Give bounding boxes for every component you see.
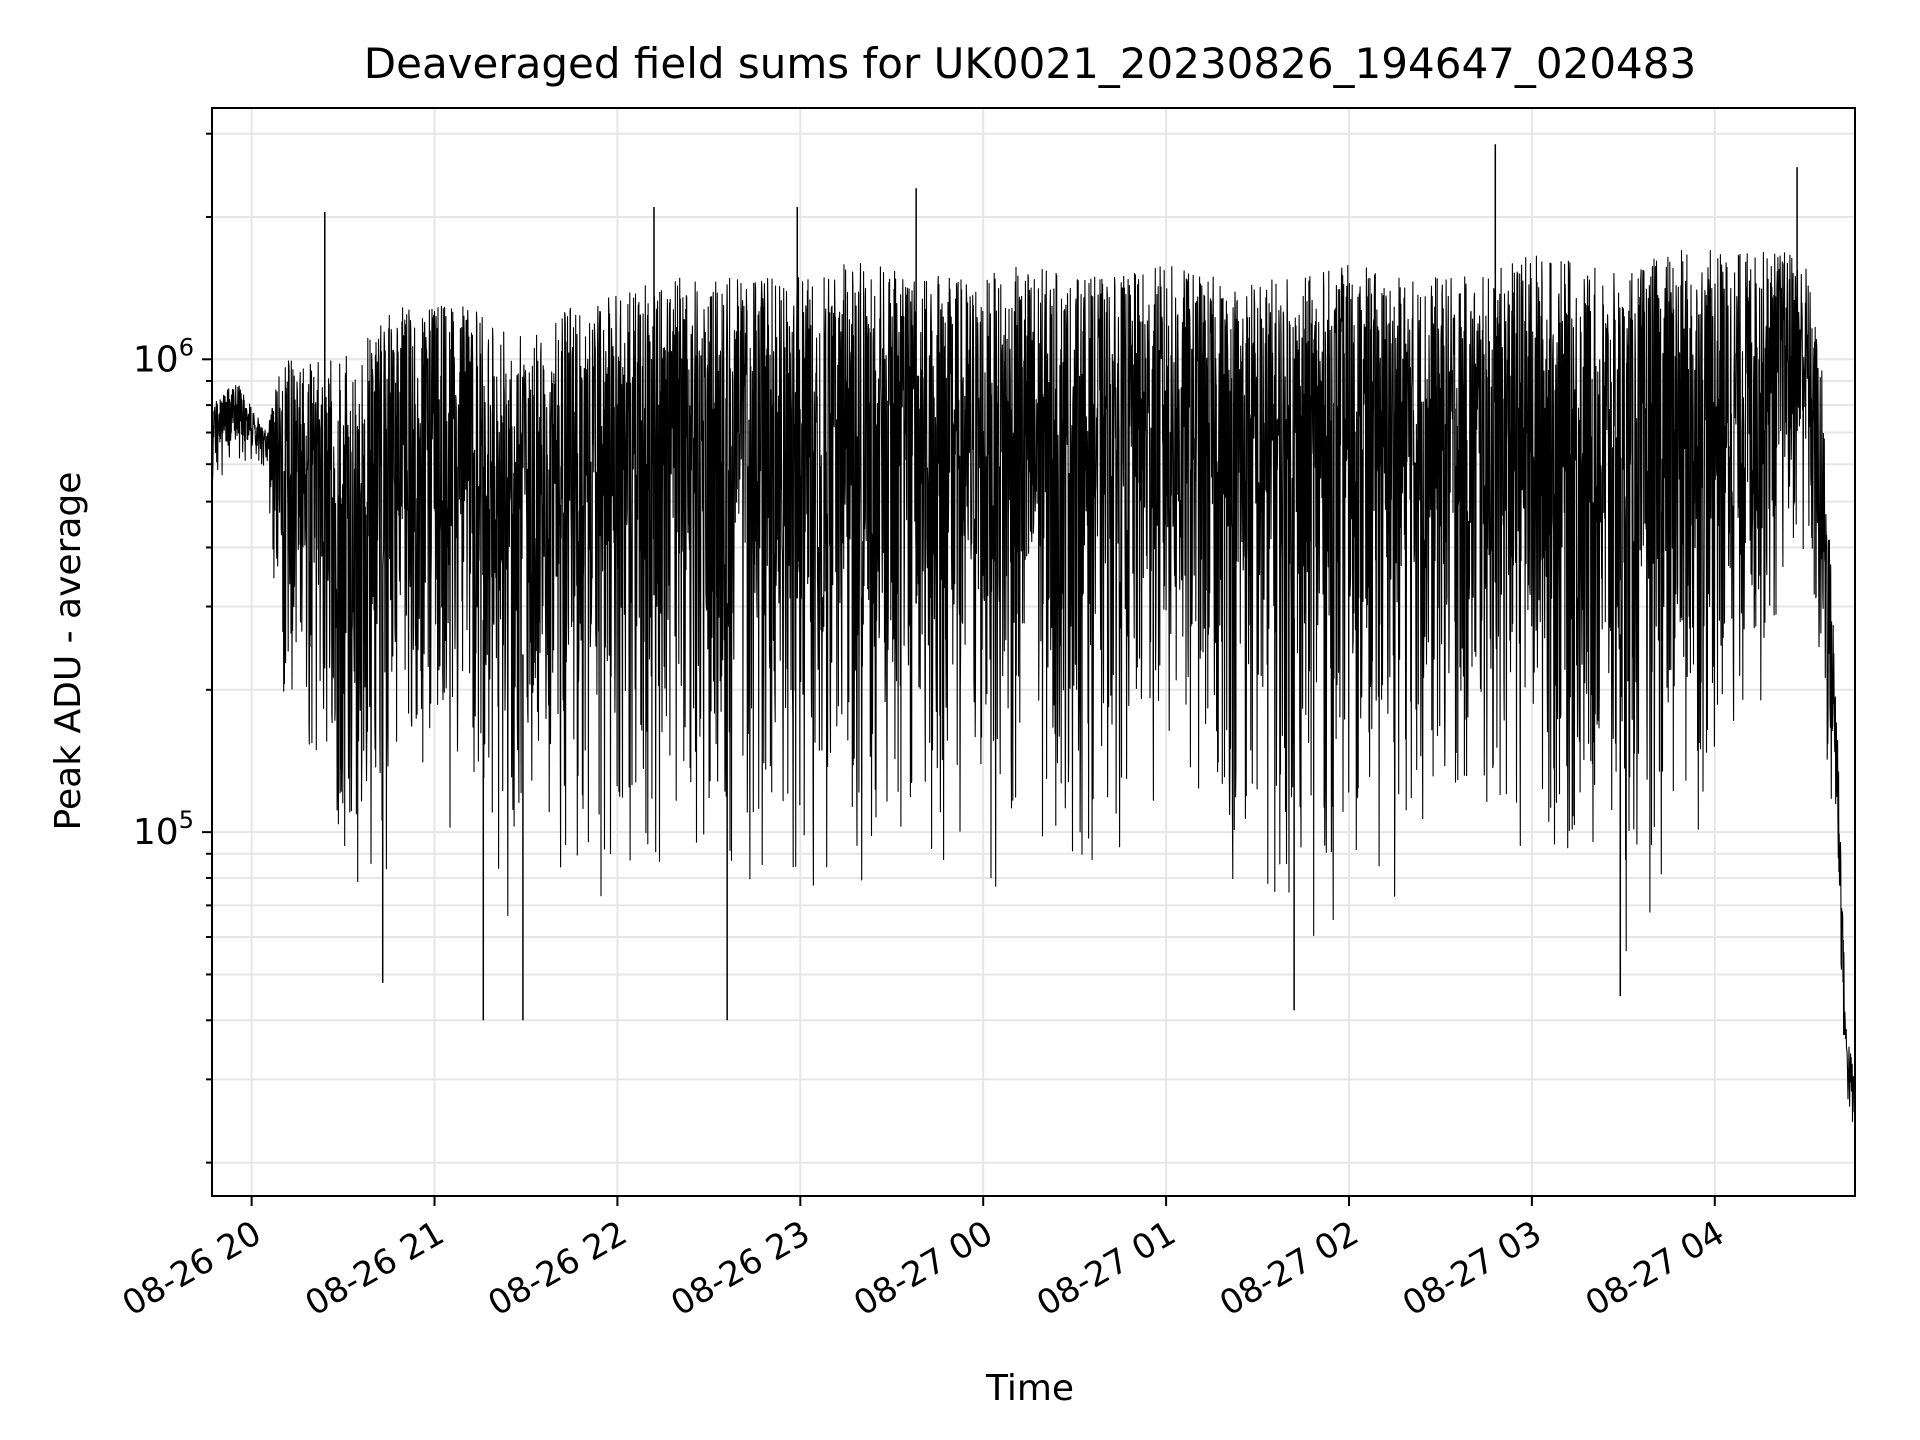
series-path (211, 249, 1856, 1123)
y-axis: 105 106 (133, 132, 212, 1164)
chart-title: Deaveraged field sums for UK0021_2023082… (364, 39, 1696, 88)
series-line (211, 144, 1856, 1123)
x-axis-label: Time (985, 1368, 1074, 1409)
y-tick-label: 105 (133, 806, 194, 853)
plot-frame (211, 107, 1856, 1197)
y-axis-label: Peak ADU - average (48, 472, 89, 831)
y-tick-label: 106 (133, 333, 194, 380)
